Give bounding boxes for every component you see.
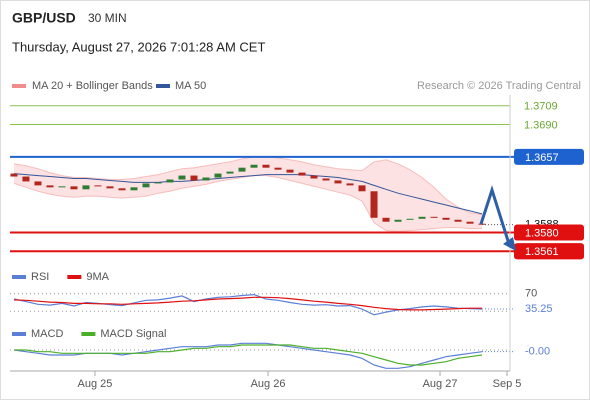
level-badge bbox=[514, 243, 584, 260]
level-badge bbox=[514, 224, 584, 241]
x-tick-label: Aug 27 bbox=[423, 378, 458, 390]
candle bbox=[250, 164, 258, 168]
legend-swatch bbox=[12, 275, 26, 279]
forecast-head bbox=[503, 237, 516, 251]
legend-label: 9MA bbox=[86, 271, 109, 283]
candle bbox=[130, 187, 138, 191]
x-tick-label: Aug 25 bbox=[78, 378, 113, 390]
indicator-line bbox=[14, 344, 483, 366]
forecast-arrow bbox=[479, 185, 516, 251]
candle bbox=[466, 221, 474, 224]
legend-swatch bbox=[67, 275, 82, 279]
last-value-bg bbox=[514, 302, 554, 315]
candle bbox=[118, 188, 126, 191]
legend-label: MA 20 + Bollinger Bands bbox=[32, 80, 153, 92]
candle bbox=[190, 175, 198, 181]
datetime: Thursday, August 27, 2026 7:01:28 AM CET bbox=[12, 39, 265, 54]
candle bbox=[262, 164, 270, 168]
x-tick-label: Aug 26 bbox=[251, 378, 286, 390]
candle bbox=[82, 185, 90, 190]
legend-swatch bbox=[156, 84, 170, 88]
legend-swatch bbox=[81, 332, 96, 336]
legend-label: MACD Signal bbox=[100, 328, 166, 340]
candle bbox=[370, 191, 378, 218]
legend-label: MA 50 bbox=[175, 80, 206, 92]
candle bbox=[310, 175, 318, 179]
bollinger-fill bbox=[14, 156, 482, 232]
candle bbox=[454, 219, 462, 222]
candle bbox=[394, 219, 402, 222]
candle bbox=[334, 180, 342, 184]
indicator-line bbox=[13, 296, 482, 311]
candle bbox=[142, 183, 150, 188]
candle bbox=[46, 185, 54, 188]
credit: Research © 2026 Trading Central bbox=[417, 80, 581, 92]
level-label: 1.3561 bbox=[525, 246, 559, 258]
candle bbox=[286, 169, 294, 173]
candle bbox=[430, 216, 438, 218]
legend-label: MACD bbox=[31, 328, 63, 340]
ma50-line bbox=[13, 173, 483, 215]
candle bbox=[178, 175, 186, 180]
candle bbox=[94, 185, 102, 187]
candle bbox=[70, 186, 78, 190]
legend-swatch bbox=[12, 332, 26, 336]
candle bbox=[166, 179, 174, 183]
candle bbox=[202, 177, 210, 181]
y-tick-label: 70 bbox=[525, 288, 537, 300]
symbol: GBP/USD bbox=[12, 10, 76, 26]
last-value-bg bbox=[514, 345, 554, 358]
candle bbox=[226, 171, 234, 174]
legend-label: RSI bbox=[31, 271, 49, 283]
candle bbox=[298, 172, 306, 176]
candle bbox=[418, 216, 426, 219]
level-badge bbox=[514, 148, 584, 165]
bollinger-upper bbox=[13, 156, 483, 216]
level-label: 1.3580 bbox=[525, 227, 559, 239]
candle bbox=[58, 186, 66, 188]
interval: 30 MIN bbox=[88, 11, 127, 25]
candle bbox=[106, 186, 114, 189]
plot: 1.37091.36901.36571.35801.35611.35881.35… bbox=[10, 80, 584, 390]
level-label: 1.3690 bbox=[524, 119, 558, 131]
level-label: 1.3709 bbox=[524, 101, 558, 113]
candle bbox=[382, 217, 390, 222]
candle bbox=[22, 176, 30, 182]
candle bbox=[358, 185, 366, 192]
level-label: 1.3657 bbox=[525, 152, 559, 164]
candle bbox=[214, 173, 222, 178]
candle bbox=[406, 218, 414, 220]
forecast-path bbox=[479, 185, 511, 245]
last-value-label: 35.25 bbox=[525, 303, 553, 315]
candle bbox=[154, 182, 162, 184]
candle bbox=[442, 217, 450, 220]
legend-swatch bbox=[12, 84, 26, 88]
x-tick-label: Sep 5 bbox=[493, 378, 522, 390]
candle bbox=[346, 183, 354, 186]
candle bbox=[34, 181, 42, 186]
candle bbox=[274, 167, 282, 170]
candle bbox=[10, 173, 18, 177]
candle bbox=[322, 178, 330, 181]
last-value-label: -0.00 bbox=[525, 346, 550, 358]
candle bbox=[238, 167, 246, 172]
